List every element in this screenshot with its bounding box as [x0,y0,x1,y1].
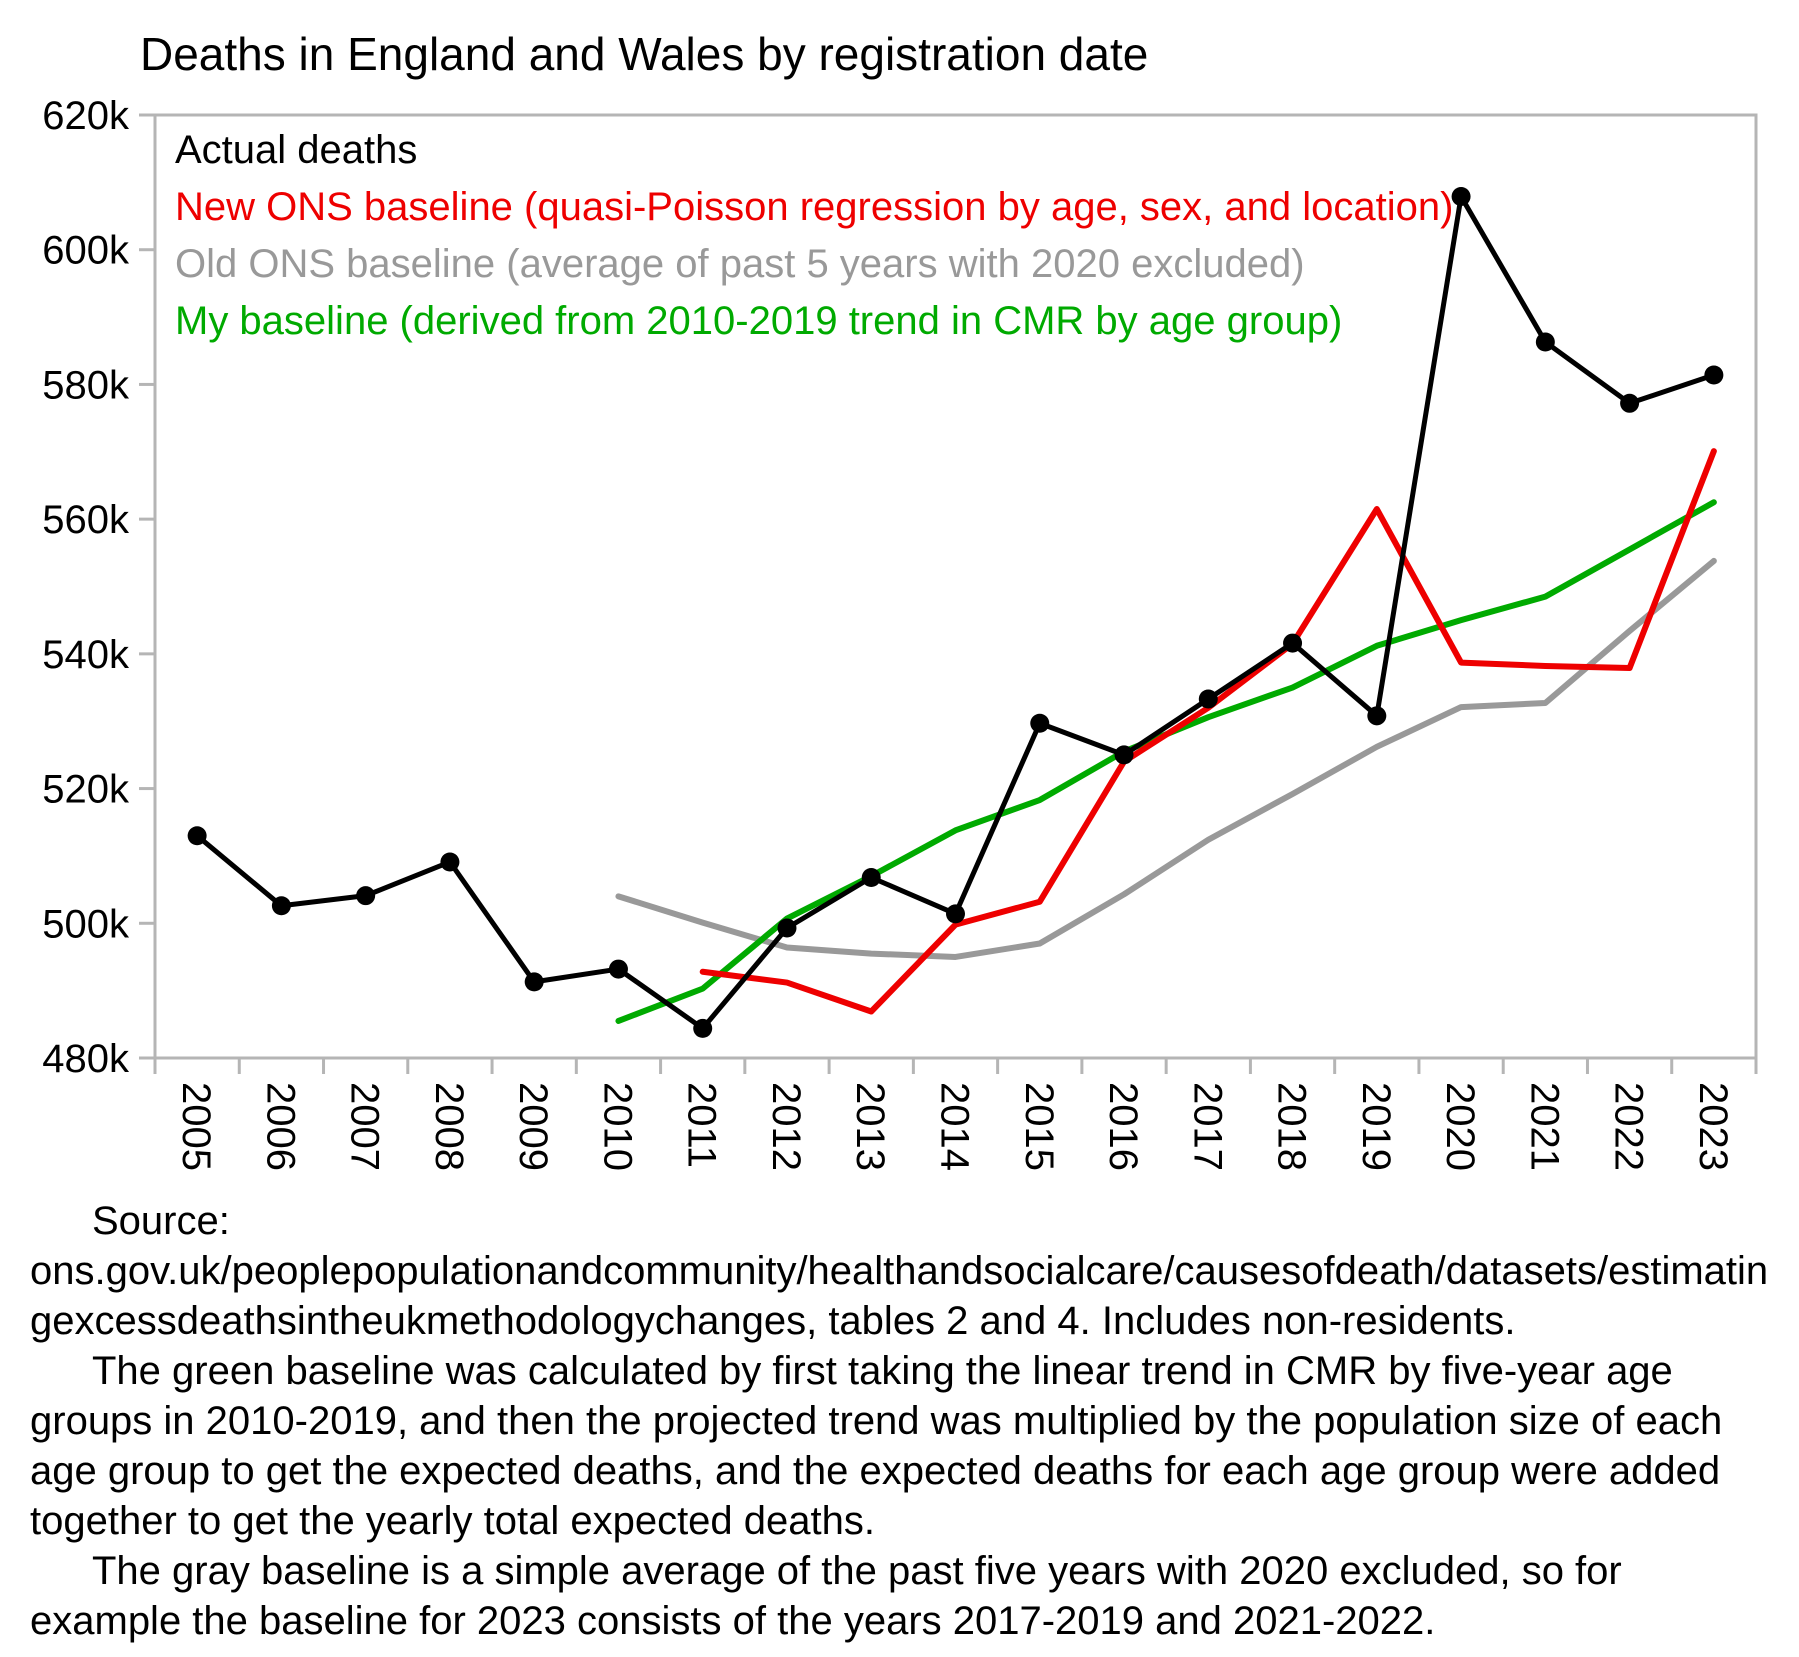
x-tick-label: 2013 [848,1082,892,1171]
actual-deaths-marker [1620,393,1640,413]
actual-deaths-marker [1535,332,1555,352]
x-tick-label: 2014 [933,1082,977,1171]
actual-deaths-marker [1114,745,1134,765]
actual-deaths-marker [777,918,797,938]
caption-gray-baseline: The gray baseline is a simple average of… [30,1549,1622,1643]
x-tick-label: 2009 [511,1082,555,1171]
x-tick-label: 2020 [1438,1082,1482,1171]
new-ons-baseline-line [699,448,1717,1015]
x-tick-label: 2007 [343,1082,387,1171]
actual-deaths-marker [1367,706,1387,726]
legend-my-baseline: My baseline (derived from 2010-2019 tren… [175,299,1342,343]
x-tick-label: 2018 [1270,1082,1314,1171]
legend-new-ons-baseline: New ONS baseline (quasi-Poisson regressi… [175,185,1453,229]
old-ons-baseline-line [615,557,1717,960]
x-tick-label: 2011 [680,1082,724,1168]
x-tick-label: 2010 [595,1082,639,1171]
actual-deaths-marker [356,886,376,906]
deaths-line-chart: Deaths in England and Wales by registrat… [42,28,1758,1171]
actual-deaths-marker [1704,365,1724,385]
x-tick-label: 2005 [174,1082,218,1171]
legend-actual-deaths: Actual deaths [175,128,417,172]
y-tick-label: 480k [42,1037,130,1081]
legend-old-ons-baseline: Old ONS baseline (average of past 5 year… [175,242,1305,286]
actual-deaths-marker [271,896,291,916]
x-tick-label: 2006 [258,1082,302,1171]
caption-block: Source: ons.gov.uk/peoplepopulationandco… [30,1196,1769,1646]
x-tick-label: 2017 [1185,1082,1229,1171]
actual-deaths-marker [946,904,965,924]
y-tick-label: 520k [42,768,130,812]
x-tick-label: 2016 [1101,1082,1145,1171]
caption-source: Source: ons.gov.uk/peoplepopulationandco… [30,1199,1769,1343]
y-tick-label: 500k [42,902,130,946]
actual-deaths-marker [1030,713,1050,733]
x-tick-label: 2022 [1607,1082,1651,1171]
x-tick-label: 2023 [1691,1082,1735,1171]
plot-area: 480k 500k 520k 540k 560k 580k 600k 620k 2005 2006… [42,94,1758,1171]
actual-deaths-marker [608,959,628,979]
legend: Actual deaths New ONS baseline (quasi-Po… [175,128,1453,343]
y-tick-label: 580k [42,363,130,407]
chart-title: Deaths in England and Wales by registrat… [140,28,1148,80]
actual-deaths-marker [693,1018,713,1038]
x-tick-label: 2008 [427,1082,471,1171]
x-tick-label: 2012 [764,1082,808,1171]
x-tick-label: 2015 [1017,1082,1061,1171]
actual-deaths-marker [1283,633,1303,653]
x-tick-label: 2019 [1354,1082,1398,1171]
actual-deaths-marker [861,867,881,887]
actual-deaths-marker [187,826,207,846]
y-tick-label: 560k [42,498,130,542]
actual-deaths-marker [440,852,460,872]
plot-border [153,113,1758,1060]
y-tick-label: 540k [42,633,130,677]
caption-green-baseline: The green baseline was calculated by fir… [30,1349,1723,1543]
x-tick-label: 2021 [1522,1082,1566,1171]
actual-deaths-marker [1451,187,1471,207]
my-baseline-line [615,499,1717,1024]
actual-deaths-marker [524,972,544,992]
y-tick-label: 620k [42,94,130,138]
y-tick-label: 600k [42,229,130,273]
actual-deaths-marker [1198,689,1218,709]
